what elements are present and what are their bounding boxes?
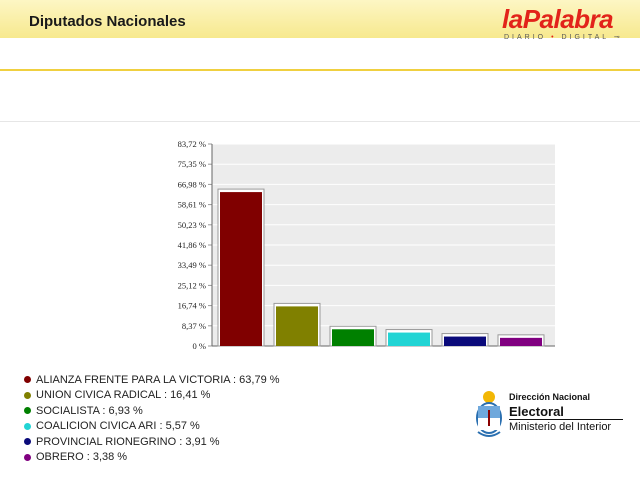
logo-tagline-part1: DIARIO — [504, 34, 547, 41]
y-tick-label: 16,74 % — [178, 301, 206, 311]
y-tick-label: 58,61 % — [178, 200, 206, 210]
legend-label: ALIANZA FRENTE PARA LA VICTORIA : 63,79 … — [36, 373, 280, 386]
legend-item: OBRERO : 3,38 % — [24, 450, 280, 466]
header-bar — [0, 0, 640, 38]
link-icon: ⊸ — [613, 34, 623, 41]
logo-tagline-part2: DIGITAL — [561, 34, 609, 41]
chart-legend: ALIANZA FRENTE PARA LA VICTORIA : 63,79 … — [24, 372, 280, 465]
legend-dot-icon — [24, 407, 31, 415]
legend-label: UNION CIVICA RADICAL : 16,41 % — [36, 389, 211, 402]
bar — [220, 192, 262, 346]
y-tick-label: 75,35 % — [178, 159, 206, 169]
logo-wordmark: laPalabra — [502, 4, 614, 34]
dne-divider — [509, 419, 623, 420]
dne-line-1: Dirección Nacional — [509, 392, 591, 402]
y-tick-label: 8,37 % — [182, 321, 206, 331]
bar — [444, 336, 486, 346]
legend-dot-icon — [24, 422, 31, 430]
legend-item: SOCIALISTA : 6,93 % — [24, 403, 280, 419]
page-title: Diputados Nacionales — [29, 13, 186, 30]
dne-logo: Dirección Nacional Electoral Ministerio … — [474, 386, 634, 446]
bar — [276, 306, 318, 346]
legend-item: ALIANZA FRENTE PARA LA VICTORIA : 63,79 … — [24, 372, 280, 388]
logo-tagline-sep: • — [546, 34, 562, 41]
legend-item: UNION CIVICA RADICAL : 16,41 % — [24, 388, 280, 404]
legend-label: OBRERO : 3,38 % — [36, 451, 128, 464]
legend-dot-icon — [24, 453, 31, 461]
legend-dot-icon — [24, 438, 31, 446]
y-tick-label: 25,12 % — [178, 280, 206, 290]
dne-line-3: Ministerio del Interior — [509, 421, 612, 433]
bar — [500, 337, 542, 346]
legend-dot-icon — [24, 376, 31, 384]
logo-tagline: DIARIO • DIGITAL ⊸ — [504, 33, 623, 41]
la-palabra-logo[interactable]: laPalabra DIARIO • DIGITAL ⊸ — [500, 4, 628, 44]
coat-of-arms-icon — [476, 391, 502, 437]
bar — [332, 329, 374, 346]
legend-dot-icon — [24, 391, 31, 399]
y-tick-label: 0 % — [193, 341, 206, 351]
results-bar-chart: 0 % 8,37 % 16,74 % 25,12 % 33,49 % 41,86 % 50,… — [178, 139, 555, 351]
y-tick-label: 66,98 % — [178, 179, 206, 189]
logo-wordmark-part1: la — [502, 4, 523, 34]
y-tick-label: 41,86 % — [178, 240, 206, 250]
legend-item: PROVINCIAL RIONEGRINO : 3,91 % — [24, 434, 280, 450]
y-tick-label: 50,23 % — [178, 220, 206, 230]
legend-item: COALICION CIVICA ARI : 5,57 % — [24, 419, 280, 435]
section-divider — [0, 121, 640, 122]
y-tick-label: 33,49 % — [178, 260, 206, 270]
legend-label: COALICION CIVICA ARI : 5,57 % — [36, 420, 200, 433]
logo-wordmark-part2: Palabra — [522, 4, 614, 34]
y-tick-label: 83,72 % — [178, 139, 206, 149]
dne-line-2: Electoral — [509, 404, 564, 419]
legend-label: SOCIALISTA : 6,93 % — [36, 404, 143, 417]
legend-label: PROVINCIAL RIONEGRINO : 3,91 % — [36, 435, 220, 448]
bar — [388, 332, 430, 346]
header-divider — [0, 69, 640, 71]
